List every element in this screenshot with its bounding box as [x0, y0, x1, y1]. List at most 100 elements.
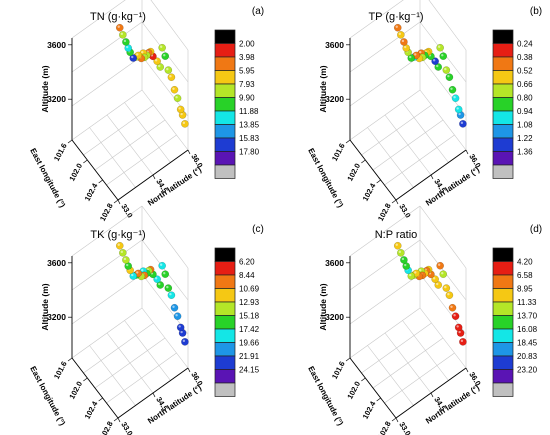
wall-grid-line — [71, 21, 143, 73]
x-tick-label: 101.6 — [52, 360, 69, 381]
data-point — [164, 66, 173, 74]
data-point-highlight — [401, 39, 405, 43]
wall-grid-line — [419, 21, 467, 83]
colorbar-swatch — [492, 151, 514, 166]
z-tick-label: 3600 — [325, 40, 344, 50]
wall-grid-line — [349, 239, 421, 291]
y-tick — [395, 417, 399, 423]
data-point-highlight — [395, 243, 398, 246]
x-tick-label: 102.0 — [67, 162, 84, 183]
colorbar-label: 0.52 — [517, 67, 533, 76]
data-point-highlight — [172, 305, 175, 308]
data-point — [158, 43, 166, 52]
wall-grid-line — [71, 205, 143, 257]
colorbar-swatch — [214, 43, 236, 58]
colorbar-label: 18.45 — [517, 339, 538, 348]
colorbar-swatch — [492, 328, 514, 343]
x-tick — [67, 357, 73, 362]
data-point-highlight — [432, 277, 436, 280]
colorbar-swatch — [214, 29, 236, 44]
x-tick — [345, 139, 351, 144]
x-tick — [391, 199, 397, 204]
colorbar-label: 6.58 — [517, 271, 533, 280]
data-point-highlight — [436, 64, 439, 68]
wall-grid-line — [428, 0, 467, 51]
wall-grid-line — [141, 205, 189, 269]
data-point-highlight — [159, 45, 163, 48]
wall-grid-line — [71, 273, 143, 325]
colorbar-label: 8.95 — [517, 285, 533, 294]
data-point-highlight — [460, 339, 464, 343]
colorbar-swatch — [492, 355, 514, 370]
y-tick — [465, 149, 469, 155]
data-point-highlight — [409, 55, 412, 59]
data-point — [158, 261, 166, 270]
data-point-highlight — [450, 87, 453, 90]
x-axis-line — [71, 139, 119, 201]
floor-grid-line — [402, 102, 449, 163]
floor-grid-line — [106, 134, 177, 186]
data-point-highlight — [398, 250, 402, 254]
data-point — [439, 52, 448, 61]
data-point-highlight — [154, 59, 158, 62]
colorbar-swatch — [492, 301, 514, 316]
data-point-highlight — [178, 107, 181, 110]
data-point — [170, 303, 179, 312]
colorbar-swatch — [492, 43, 514, 58]
data-points — [115, 23, 189, 128]
y-tick — [395, 199, 399, 205]
wall-grid-line — [349, 273, 421, 325]
colorbar: 0.24 0.38 0.52 0.66 0.80 0.94 1.08 1.22 1.36 — [492, 29, 533, 179]
data-point-highlight — [395, 25, 398, 28]
data-point-highlight — [444, 67, 447, 71]
colorbar-label: 20.83 — [517, 352, 538, 361]
wall-grid-line — [141, 21, 189, 83]
colorbar-label: 1.08 — [517, 121, 533, 130]
colorbar-swatch — [492, 261, 514, 276]
colorbar-label: 3.98 — [239, 53, 255, 62]
wall-grid-line — [349, 205, 421, 257]
floor-grid-line — [419, 89, 467, 151]
floor-grid-line — [106, 352, 177, 404]
data-point — [442, 66, 451, 74]
x-tick — [113, 199, 119, 204]
data-point-highlight — [458, 112, 461, 116]
colorbar-swatch — [214, 301, 236, 316]
y-tick — [430, 392, 434, 398]
grid-lines — [71, 205, 189, 419]
colorbar-label: 0.80 — [517, 94, 533, 103]
colorbar: 6.20 8.44 10.69 12.93 15.18 17.42 19.66 21.91 24… — [214, 247, 260, 397]
x-tick-label: 102.8 — [98, 420, 115, 435]
colorbar-swatch — [214, 164, 236, 179]
colorbar-swatch — [214, 70, 236, 85]
wall-grid-line — [349, 0, 404, 39]
colorbar-swatch — [492, 382, 514, 397]
data-point-highlight — [163, 54, 166, 57]
colorbar-swatch — [492, 342, 514, 357]
colorbar-swatch — [214, 83, 236, 98]
data-point — [173, 312, 182, 321]
data-point-highlight — [441, 272, 444, 275]
colorbar-swatch — [492, 97, 514, 112]
y-tick-label: 33.0 — [119, 420, 134, 435]
data-point-highlight — [456, 107, 459, 110]
data-point-highlight — [131, 273, 134, 277]
colorbar-label: 8.44 — [239, 271, 255, 280]
x-tick-label: 102.0 — [345, 380, 362, 401]
data-point — [122, 256, 130, 264]
colorbar-swatch — [492, 288, 514, 303]
data-point-highlight — [450, 305, 453, 308]
colorbar-label: 6.20 — [239, 258, 255, 267]
panel-label: (a) — [252, 6, 264, 17]
floor-grid-line — [106, 114, 154, 176]
data-point — [436, 261, 444, 270]
panel-label: (c) — [252, 224, 264, 235]
colorbar-swatch — [214, 382, 236, 397]
colorbar-label: 15.18 — [239, 312, 260, 321]
data-point — [397, 249, 405, 257]
panel-title: N:P ratio — [375, 229, 418, 241]
x-tick — [83, 159, 88, 164]
colorbar-swatch — [214, 151, 236, 166]
data-point-highlight — [126, 45, 129, 49]
colorbar-swatch — [214, 56, 236, 71]
